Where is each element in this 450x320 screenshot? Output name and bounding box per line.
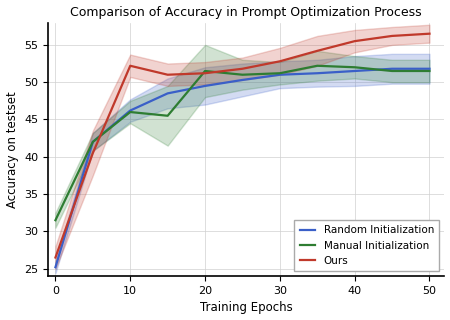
Line: Random Initialization: Random Initialization (55, 69, 429, 267)
Manual Initialization (389, 69, 395, 73)
Y-axis label: Accuracy on testset: Accuracy on testset (5, 91, 18, 208)
Ours (277, 60, 283, 63)
Manual Initialization (352, 65, 357, 69)
Ours (352, 39, 357, 43)
Legend: Random Initialization, Manual Initialization, Ours: Random Initialization, Manual Initializa… (294, 220, 439, 271)
Random Initialization (90, 140, 95, 144)
Random Initialization (240, 78, 245, 82)
Manual Initialization (90, 140, 95, 144)
Ours (315, 49, 320, 53)
Ours (389, 34, 395, 38)
Line: Ours: Ours (55, 34, 429, 258)
Random Initialization (427, 67, 432, 71)
Ours (165, 73, 171, 77)
Manual Initialization (202, 69, 208, 73)
X-axis label: Training Epochs: Training Epochs (200, 301, 292, 315)
Manual Initialization (127, 110, 133, 114)
Line: Manual Initialization: Manual Initialization (55, 66, 429, 220)
Random Initialization (53, 265, 58, 269)
Manual Initialization (427, 69, 432, 73)
Random Initialization (315, 71, 320, 75)
Random Initialization (277, 73, 283, 77)
Ours (90, 151, 95, 155)
Ours (240, 67, 245, 71)
Random Initialization (127, 108, 133, 112)
Random Initialization (389, 67, 395, 71)
Title: Comparison of Accuracy in Prompt Optimization Process: Comparison of Accuracy in Prompt Optimiz… (70, 5, 422, 19)
Manual Initialization (277, 71, 283, 75)
Ours (202, 71, 208, 75)
Ours (53, 256, 58, 260)
Ours (127, 64, 133, 68)
Random Initialization (202, 84, 208, 88)
Random Initialization (165, 92, 171, 95)
Manual Initialization (53, 218, 58, 222)
Manual Initialization (240, 73, 245, 77)
Manual Initialization (165, 114, 171, 118)
Manual Initialization (315, 64, 320, 68)
Ours (427, 32, 432, 36)
Random Initialization (352, 69, 357, 73)
